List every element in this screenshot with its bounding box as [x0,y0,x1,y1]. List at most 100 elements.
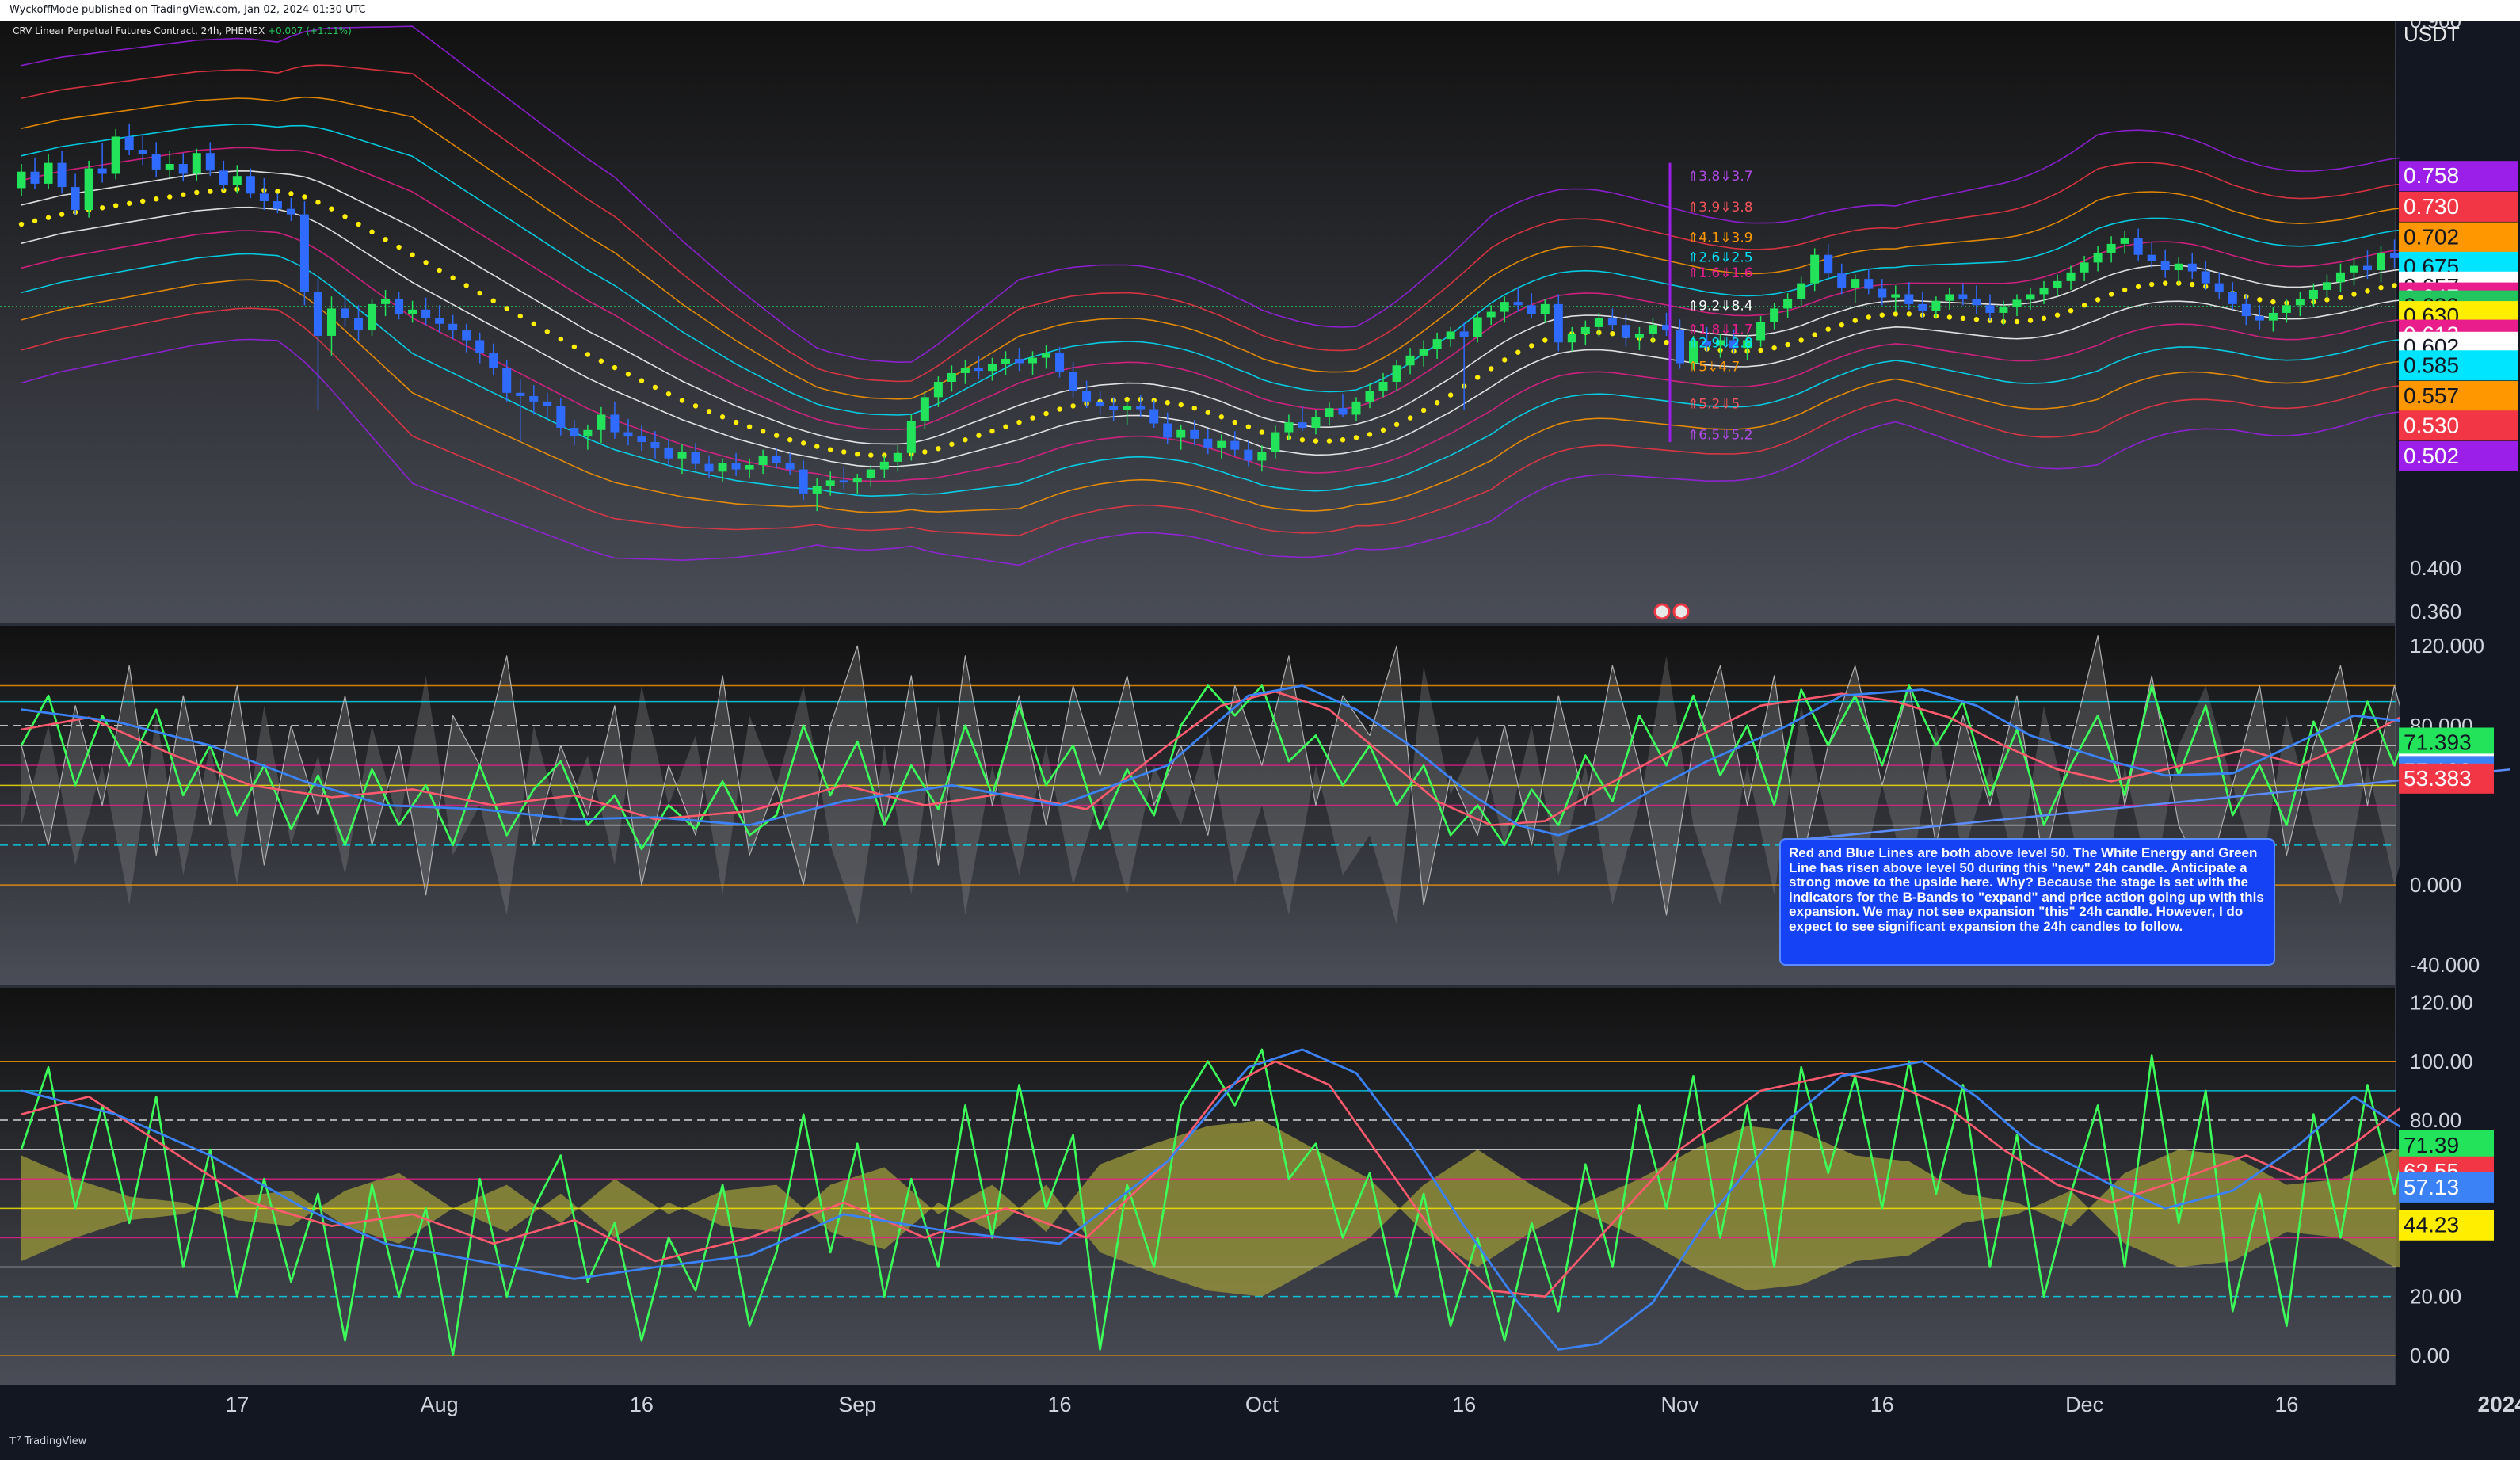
mid-dot [112,203,119,208]
candle-body [1001,358,1010,364]
candle-body [1284,422,1294,433]
candle-body [866,469,875,478]
mid-dot [2190,281,2195,288]
mid-dot [2041,315,2047,322]
candle-body [2026,294,2035,300]
candle-body [462,330,471,341]
candle-body [1661,325,1671,331]
candle-body [448,323,458,331]
candle-body [1311,417,1321,429]
candle-body [583,429,593,437]
mid-dot [167,194,173,200]
red-line [21,690,2400,826]
mid-dot [922,449,928,455]
candle-body [2241,303,2251,317]
mid-dot [1353,435,1359,440]
x-tick-label: 16 [1048,1393,1072,1416]
mid-dot [1205,410,1210,415]
mid-dot [1502,357,1508,363]
annotation-callout[interactable]: Red and Blue Lines are both above level … [1779,838,2275,966]
energy-line [21,635,2400,916]
candle-body [677,452,687,459]
candle-body [1972,298,1981,306]
symbol-info: CRV Linear Perpetual Futures Contract, 2… [13,25,352,36]
candle-body [124,136,134,151]
candle-body [1607,318,1617,326]
mid-dot [356,221,361,227]
mid-dot [329,206,334,212]
candle-body [381,298,391,304]
candle-body [1797,283,1806,299]
candle-body [57,162,67,188]
price-badge [2399,222,2518,253]
mid-dot [2338,295,2343,300]
candle-body [1702,341,1712,346]
mid-dot [2378,284,2384,291]
x-tick-label: 16 [2274,1393,2298,1416]
price-badge [2399,763,2494,794]
price-badge-label: 57.13 [2404,1175,2459,1199]
candle-body [2390,252,2400,258]
y-tick-label: 80.00 [2410,1108,2461,1132]
mid-dot [2122,287,2128,293]
band-line [21,279,2400,513]
candle-body [2282,305,2291,313]
mid-dot [2095,297,2101,303]
mid-dot [1664,340,1669,345]
candle-body [1904,294,1914,304]
mid-dot [194,189,200,196]
candle-body [1109,406,1119,410]
candle-body [637,436,646,442]
candle-body [1432,339,1442,349]
candle-body [2322,282,2331,290]
band-line [21,253,2400,497]
candle-body [947,372,956,382]
candle-body [17,171,26,189]
y-tick-label: 0.400 [2410,556,2461,580]
mid-dot [1812,332,1817,337]
pane-background [0,21,2396,623]
brand-text: TradingView [24,1435,87,1447]
candle-body [2214,283,2224,292]
candle-body [529,395,539,402]
band-label: ⇑5.2⇓5 [1687,397,1740,413]
candle-body [1648,325,1657,334]
candle-body [1594,318,1603,327]
candle-body [475,340,485,354]
mid-dot [2148,281,2155,288]
mid-dot [99,205,105,211]
candle-body [2133,238,2143,255]
candle-body [232,176,242,185]
candle-body [313,292,322,336]
mid-dot [1016,419,1022,425]
candle-body [165,164,174,170]
mid-dot [2163,280,2168,286]
oscillator-2-pane [0,1048,2400,1357]
mid-dot [585,352,591,357]
candle-body [1500,302,1509,312]
candle-body [2349,265,2358,273]
price-badge [2399,727,2494,758]
band-label: ⇑1.6⇓1.6 [1687,265,1753,281]
candle-body [192,153,201,174]
y-tick-label: 0.360 [2410,600,2461,623]
mid-dot [679,398,685,403]
candle-body [1486,311,1496,318]
y-tick-label: 100.00 [2410,1050,2473,1073]
candle-body [435,318,444,324]
candle-body [368,303,377,331]
price-badge [2399,380,2518,411]
footer-brand: ⊤⁷ TradingView [8,1435,86,1447]
mid-dot [342,214,348,219]
mid-dot [1380,427,1386,433]
price-badge-label: 71.39 [2404,1133,2459,1157]
x-tick-label: 2024 [2478,1392,2520,1416]
mid-dot [1529,343,1534,349]
mid-dot [1906,311,1912,317]
mid-dot [383,237,388,242]
candle-body [1675,330,1684,364]
band-label: ⇑9.2⇓8.4 [1687,298,1753,314]
mid-dot [126,200,132,206]
candle-body [758,456,768,466]
